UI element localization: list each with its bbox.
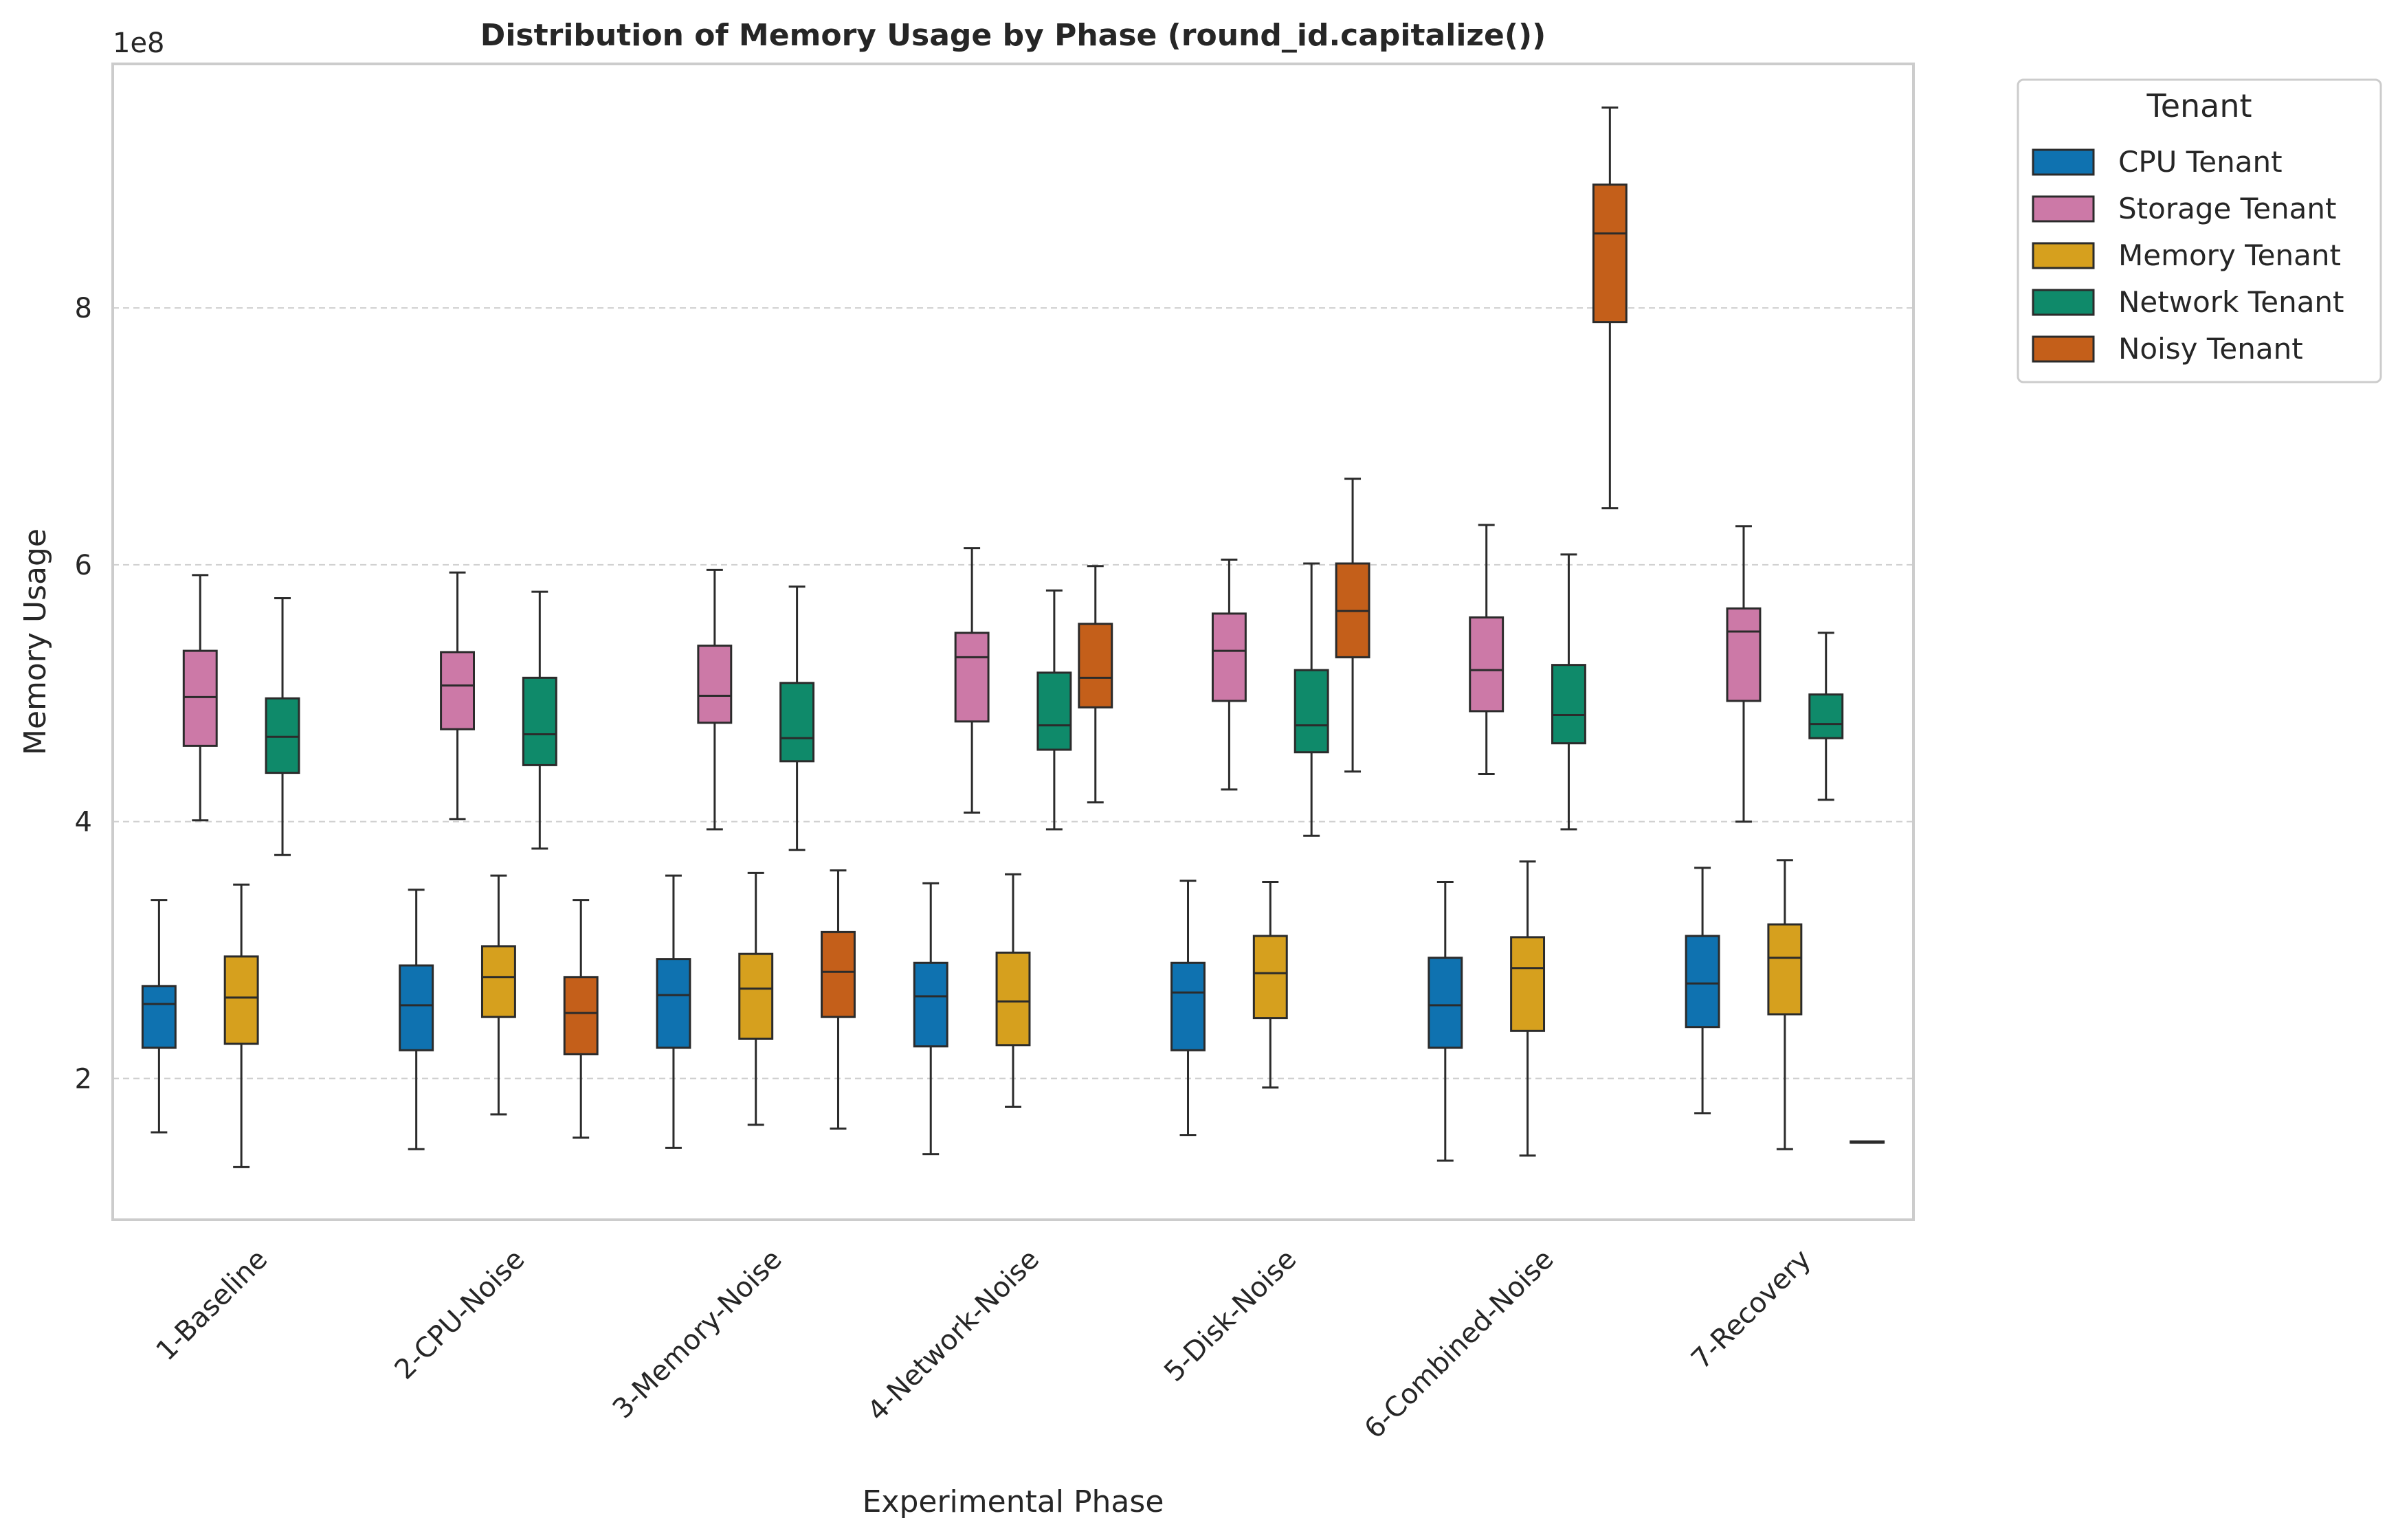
box-noisy-tenant xyxy=(821,869,856,1130)
legend-items: CPU Tenant Storage Tenant Memory Tenant Net… xyxy=(2032,145,2344,366)
box-body xyxy=(1036,671,1072,751)
box-cpu-tenant xyxy=(141,899,177,1134)
box-body xyxy=(1294,669,1329,754)
box-network-tenant xyxy=(779,585,815,851)
chart-title: Distribution of Memory Usage by Phase (r… xyxy=(480,18,1546,53)
y-tick-label: 8 xyxy=(75,293,92,324)
box-memory-tenant xyxy=(223,883,259,1168)
legend-item: Noisy Tenant xyxy=(2032,332,2303,366)
box-noisy-tenant xyxy=(1850,1140,1885,1144)
box-storage-tenant xyxy=(954,547,990,814)
box-body xyxy=(480,945,516,1018)
box-body xyxy=(1808,693,1844,739)
legend-label: Noisy Tenant xyxy=(2118,332,2303,366)
box-body xyxy=(223,955,259,1045)
legend-item: Memory Tenant xyxy=(2032,238,2341,272)
box-network-tenant xyxy=(1808,632,1844,801)
legend-swatch xyxy=(2032,335,2095,363)
box-body xyxy=(656,958,691,1049)
box-cpu-tenant xyxy=(1428,880,1463,1162)
box-body xyxy=(1469,616,1505,713)
gridlines xyxy=(113,307,1913,1080)
box-memory-tenant xyxy=(480,874,516,1116)
legend-label: Memory Tenant xyxy=(2118,238,2341,272)
legend: Tenant CPU Tenant Storage Tenant Memory Te… xyxy=(2017,78,2382,383)
box-body xyxy=(265,697,300,774)
legend-swatch xyxy=(2032,195,2095,223)
y-tick-label: 4 xyxy=(75,807,92,838)
box-body xyxy=(1726,607,1762,702)
box-body xyxy=(1685,935,1720,1029)
box-noisy-tenant xyxy=(1335,478,1370,773)
legend-item: CPU Tenant xyxy=(2032,145,2283,179)
legend-label: CPU Tenant xyxy=(2118,145,2283,179)
x-axis-label: Experimental Phase xyxy=(863,1484,1164,1519)
legend-label: Storage Tenant xyxy=(2118,192,2336,225)
box-cpu-tenant xyxy=(1685,867,1720,1115)
box-body xyxy=(738,952,774,1040)
box-memory-tenant xyxy=(1510,860,1546,1157)
y-tick-label: 6 xyxy=(75,550,92,581)
box-body xyxy=(1428,957,1463,1049)
box-network-tenant xyxy=(522,590,557,850)
legend-title: Tenant xyxy=(2146,87,2252,124)
box-memory-tenant xyxy=(1767,859,1803,1150)
box-body xyxy=(440,651,475,730)
legend-frame xyxy=(2017,78,2382,383)
box-body xyxy=(1767,923,1803,1016)
box-network-tenant xyxy=(1036,589,1072,831)
y-axis-offset-label: 1e8 xyxy=(113,27,165,59)
y-tick-label: 2 xyxy=(75,1063,92,1095)
box-network-tenant xyxy=(1294,562,1329,837)
box-cpu-tenant xyxy=(656,874,691,1149)
legend-swatch xyxy=(2032,242,2095,269)
box-storage-tenant xyxy=(440,571,475,821)
box-body xyxy=(821,930,856,1018)
box-noisy-tenant xyxy=(563,899,599,1139)
box-storage-tenant xyxy=(1211,558,1247,791)
legend-item: Network Tenant xyxy=(2032,285,2344,319)
box-memory-tenant xyxy=(738,871,774,1126)
legend-label: Network Tenant xyxy=(2118,285,2344,319)
box-body xyxy=(182,649,218,747)
legend-swatch xyxy=(2032,148,2095,176)
box-body xyxy=(399,964,434,1051)
box-body xyxy=(1510,936,1546,1032)
box-body xyxy=(1211,612,1247,702)
box-cpu-tenant xyxy=(399,889,434,1150)
box-storage-tenant xyxy=(1469,524,1505,775)
box-memory-tenant xyxy=(995,873,1031,1108)
box-body xyxy=(1592,183,1628,324)
box-cpu-tenant xyxy=(913,882,948,1156)
box-body xyxy=(954,632,990,723)
box-body xyxy=(697,645,733,724)
box-body xyxy=(1252,935,1288,1020)
box-body xyxy=(141,985,177,1049)
legend-item: Storage Tenant xyxy=(2032,192,2336,225)
box-network-tenant xyxy=(1551,553,1586,831)
plot-area-frame xyxy=(111,63,1915,1221)
box-cpu-tenant xyxy=(1170,880,1206,1137)
y-axis-ticks: 2 4 6 8 xyxy=(75,293,92,1095)
box-series xyxy=(141,107,1885,1168)
box-noisy-tenant xyxy=(1592,107,1628,510)
legend-swatch xyxy=(2032,289,2095,316)
box-body xyxy=(995,951,1031,1047)
box-storage-tenant xyxy=(1726,525,1762,823)
box-body xyxy=(1170,961,1206,1051)
box-storage-tenant xyxy=(182,574,218,822)
box-body xyxy=(779,682,815,763)
box-body xyxy=(522,676,557,766)
box-body xyxy=(913,961,948,1048)
box-body xyxy=(1551,664,1586,745)
box-body xyxy=(1078,623,1113,708)
box-network-tenant xyxy=(265,596,300,856)
y-axis-label: Memory Usage xyxy=(18,528,53,755)
box-noisy-tenant xyxy=(1078,565,1113,804)
box-storage-tenant xyxy=(697,568,733,831)
box-body xyxy=(563,976,599,1056)
box-memory-tenant xyxy=(1252,880,1288,1089)
